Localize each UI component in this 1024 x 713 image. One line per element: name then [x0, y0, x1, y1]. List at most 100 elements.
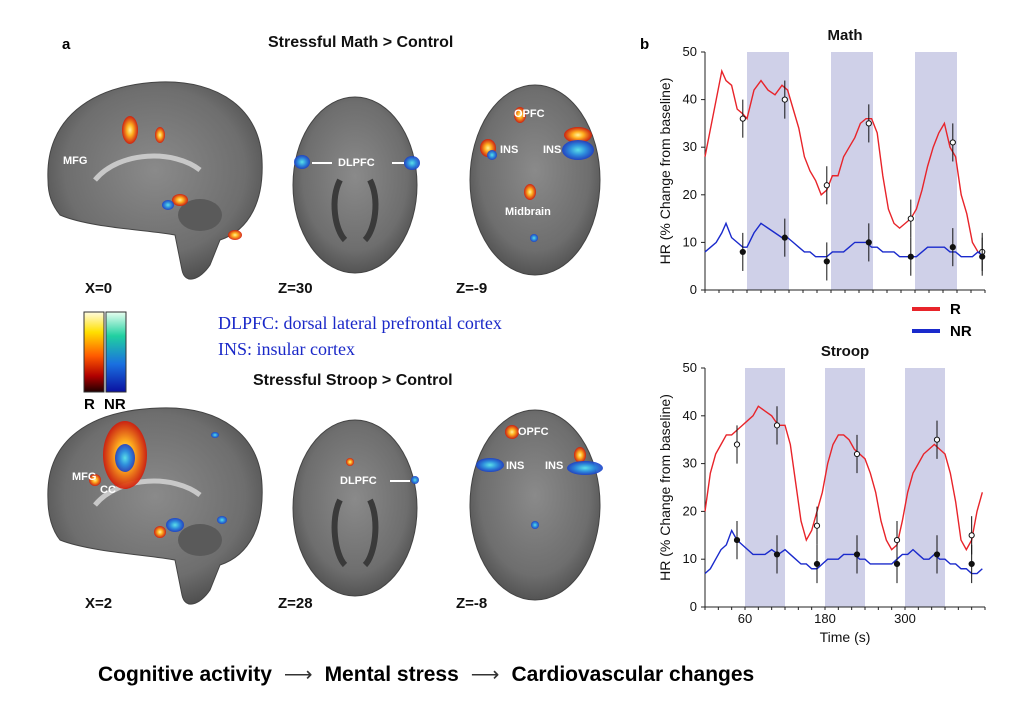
coord-stroop-sagittal: X=2: [85, 595, 113, 612]
series-legend: R NR: [912, 298, 1012, 342]
colorbar-r: [83, 311, 105, 393]
math-axial-slice-z30: [292, 96, 420, 274]
data-point-r: [739, 115, 746, 122]
data-point-nr: [739, 248, 746, 256]
y-tick-label: 0: [690, 282, 697, 297]
data-point-nr: [853, 551, 861, 558]
data-point-nr: [979, 253, 986, 260]
label-mfg-stroop: MFG: [72, 471, 97, 483]
stim-block-0: [747, 52, 789, 290]
x-tick-label: 60: [738, 611, 752, 626]
label-cc-stroop: CC: [100, 484, 116, 496]
chart-title: Stroop: [821, 343, 869, 360]
y-tick-label: 40: [683, 408, 697, 423]
data-point-nr: [907, 253, 914, 260]
data-point-nr: [968, 560, 975, 568]
y-tick-label: 20: [683, 187, 697, 202]
y-tick-label: 50: [683, 44, 697, 59]
stroop-sagittal-slice: [47, 407, 263, 605]
label-ins-left-math: INS: [500, 144, 519, 156]
math-axial-slice-z-9: [469, 84, 601, 276]
data-point-nr: [865, 239, 872, 246]
y-tick-label: 10: [683, 551, 697, 566]
flow-arrow-icon: ⟶: [283, 664, 313, 686]
label-midbrain: Midbrain: [505, 206, 551, 218]
x-tick-label: 300: [894, 611, 916, 626]
math-hr-chart: 0 10 20 30 40 50 Math HR (% Change from baselin…: [657, 27, 986, 297]
flow-arrow-icon: ⟶: [470, 664, 500, 686]
stim-block-1: [825, 368, 865, 607]
flow-step-stress: Mental stress: [324, 662, 459, 686]
chart-title: Math: [828, 27, 863, 44]
x-tick-label: 180: [814, 611, 836, 626]
y-tick-label: 40: [683, 92, 697, 107]
brain-images: [47, 81, 603, 605]
stroop-title: Stressful Stroop > Control: [253, 372, 453, 389]
stim-block-0: [745, 368, 785, 607]
flow-step-cardio: Cardiovascular changes: [511, 662, 755, 686]
series-line-r: [704, 68, 985, 258]
definition-dlpfc: DLPFC: dorsal lateral prefrontal cortex: [218, 313, 502, 333]
legend-swatch-r: [912, 307, 940, 311]
definition-ins: INS: insular cortex: [218, 339, 355, 359]
data-point-r: [949, 139, 956, 146]
stim-block-2: [915, 52, 957, 290]
flow-caption: Cognitive activity ⟶ Mental stress ⟶ Car…: [98, 662, 754, 687]
data-point-r: [823, 182, 830, 189]
y-tick-label: 10: [683, 234, 697, 249]
coord-math-sagittal: X=0: [85, 280, 113, 297]
y-tick-label: 30: [683, 139, 697, 154]
math-sagittal-slice: [47, 81, 263, 280]
data-point-r: [865, 120, 872, 127]
colorbar-label-r: R: [84, 396, 95, 413]
coord-stroop-axial-1: Z=28: [278, 595, 313, 612]
legend-label-nr: NR: [950, 322, 972, 340]
data-point-nr: [773, 551, 781, 558]
stroop-axial-slice-z-8: [469, 409, 603, 601]
stroop-axial-slice-z28: [292, 419, 419, 597]
data-point-nr: [933, 551, 941, 558]
data-point-nr: [733, 536, 741, 544]
data-point-r: [781, 96, 788, 103]
y-axis-label: HR (% Change from baseline): [657, 394, 673, 581]
data-point-r: [968, 532, 975, 539]
label-dlpfc-math: DLPFC: [338, 157, 375, 169]
flow-step-cognitive: Cognitive activity: [98, 662, 272, 686]
data-point-r: [853, 450, 861, 458]
legend-swatch-nr: [912, 329, 940, 333]
colorbar-nr: [105, 311, 127, 393]
label-mfg-math: MFG: [63, 155, 88, 167]
stroop-hr-chart: 0 10 20 30 40 50 60 180 300 Stroop HR (% Change fr…: [657, 343, 986, 645]
panel-letter-a: a: [62, 36, 71, 53]
data-point-nr: [949, 244, 956, 251]
data-point-r: [773, 422, 781, 429]
label-ins-left-stroop: INS: [506, 460, 525, 472]
legend-label-r: R: [950, 300, 961, 318]
label-dlpfc-stroop: DLPFC: [340, 475, 377, 487]
label-ins-right-math: INS: [543, 144, 562, 156]
data-point-r: [907, 215, 914, 222]
colorbar-label-nr: NR: [104, 396, 126, 413]
coord-stroop-axial-2: Z=-8: [456, 595, 488, 612]
data-point-r: [893, 536, 901, 544]
coord-math-axial-2: Z=-9: [456, 280, 488, 297]
label-opfc-stroop: OPFC: [518, 426, 549, 438]
data-point-nr: [781, 234, 788, 241]
y-tick-label: 50: [683, 360, 697, 375]
series-line-nr: [704, 221, 985, 258]
label-ins-right-stroop: INS: [545, 460, 564, 472]
data-point-r: [733, 441, 741, 448]
label-opfc-math: OPFC: [514, 108, 545, 120]
y-axis-label: HR (% Change from baseline): [657, 78, 673, 265]
data-point-nr: [893, 560, 901, 568]
data-point-nr: [813, 560, 821, 568]
data-point-r: [813, 522, 821, 529]
stim-block-1: [831, 52, 873, 290]
x-axis-label: Time (s): [820, 629, 871, 645]
math-title: Stressful Math > Control: [268, 34, 454, 51]
data-point-nr: [823, 258, 830, 265]
y-tick-label: 0: [690, 599, 697, 614]
y-tick-label: 20: [683, 503, 697, 518]
y-tick-label: 30: [683, 456, 697, 471]
panel-letter-b: b: [640, 36, 650, 53]
